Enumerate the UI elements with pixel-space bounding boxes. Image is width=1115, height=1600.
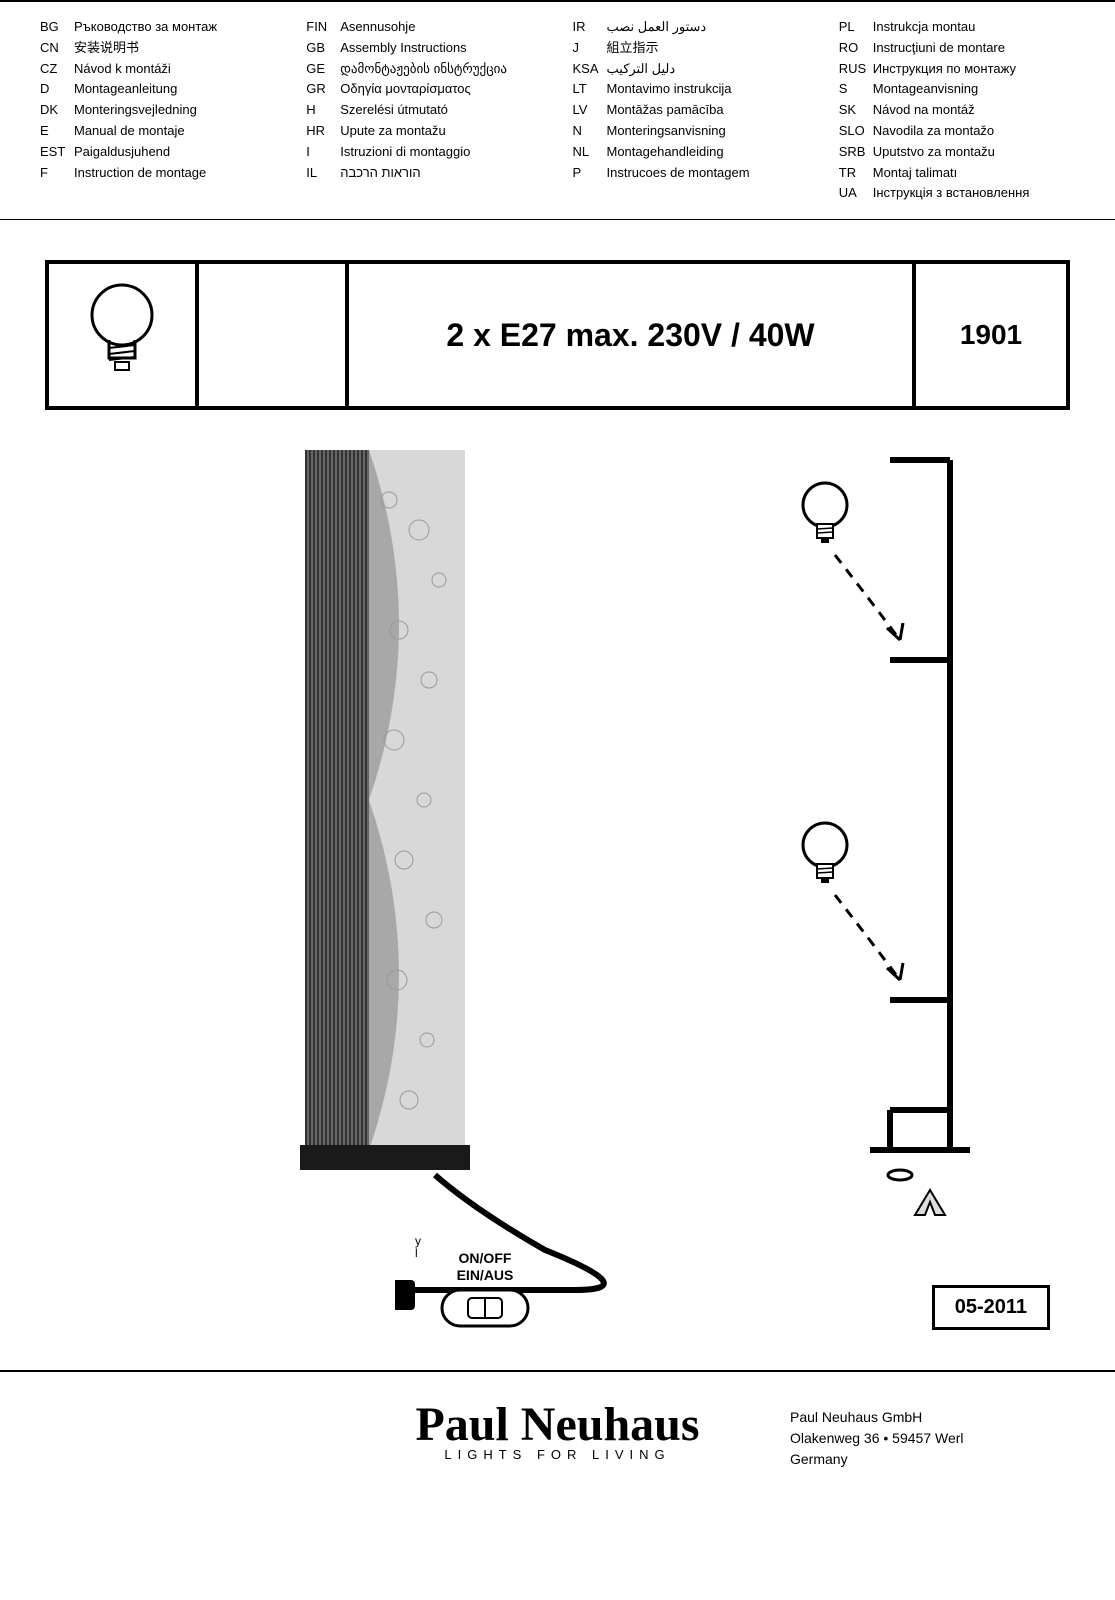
lang-entry: RUSИнструкция по монтажу xyxy=(839,59,1075,80)
lang-entry: BGРъководство за монтаж xyxy=(40,17,276,38)
lang-entry: CZNávod k montáži xyxy=(40,59,276,80)
date-box: 05-2011 xyxy=(932,1285,1050,1330)
lang-entry: IRدستور العمل نصب xyxy=(573,17,809,38)
lang-entry: GRΟδηγία μονταρίσματος xyxy=(306,79,542,100)
spec-empty-cell xyxy=(199,264,349,406)
lang-entry: NMonteringsanvisning xyxy=(573,121,809,142)
lang-entry: GEდამონტაჟების ინსტრუქცია xyxy=(306,59,542,80)
spec-box: 2 x E27 max. 230V / 40W 1901 xyxy=(45,260,1070,410)
lang-entry: KSAدليل التركيب xyxy=(573,59,809,80)
lang-entry: DMontageanleitung xyxy=(40,79,276,100)
lang-entry: PLInstrukcja montau xyxy=(839,17,1075,38)
lang-entry: DKMonteringsvejledning xyxy=(40,100,276,121)
brand-logo: Paul Neuhaus LIGHTS FOR LIVING xyxy=(385,1397,730,1462)
lang-entry: LVMontāžas pamācība xyxy=(573,100,809,121)
spec-main-text: 2 x E27 max. 230V / 40W xyxy=(349,264,916,406)
brand-name: Paul Neuhaus xyxy=(385,1397,730,1452)
lang-entry: NLMontagehandleiding xyxy=(573,142,809,163)
lang-entry: HSzerelési útmutató xyxy=(306,100,542,121)
switch-label-ein: EIN/AUS xyxy=(440,1267,530,1284)
language-header: BGРъководство за монтажCN安装说明书CZNávod k … xyxy=(0,2,1115,220)
lang-entry: LTMontavimo instrukcija xyxy=(573,79,809,100)
power-switch: ON/OFF EIN/AUS xyxy=(440,1250,530,1333)
switch-marks: y l xyxy=(415,1235,421,1259)
lang-entry: ESTPaigaldusjuhend xyxy=(40,142,276,163)
lang-entry: ROInstrucţiuni de montare xyxy=(839,38,1075,59)
lang-entry: CN安装说明书 xyxy=(40,38,276,59)
lang-entry: SRBUputstvo za montažu xyxy=(839,142,1075,163)
lamp-product-image xyxy=(305,450,465,1170)
switch-label-on: ON/OFF xyxy=(440,1250,530,1267)
lang-entry: FINAsennusohje xyxy=(306,17,542,38)
lang-entry: HRUpute za montažu xyxy=(306,121,542,142)
bulb-icon-cell xyxy=(49,264,199,406)
bulb-icon xyxy=(87,280,157,390)
lang-entry: EManual de montaje xyxy=(40,121,276,142)
company-address: Paul Neuhaus GmbH Olakenweg 36 • 59457 W… xyxy=(790,1397,1070,1470)
lang-entry: J組立指示 xyxy=(573,38,809,59)
lang-entry: FInstruction de montage xyxy=(40,163,276,184)
lang-entry: PInstrucoes de montagem xyxy=(573,163,809,184)
model-number: 1901 xyxy=(916,264,1066,406)
lang-entry: SMontageanvisning xyxy=(839,79,1075,100)
lang-entry: TRMontaj talimatı xyxy=(839,163,1075,184)
lang-entry: SLONavodila za montažo xyxy=(839,121,1075,142)
footer: Paul Neuhaus LIGHTS FOR LIVING Paul Neuh… xyxy=(0,1370,1115,1510)
diagram-area: y l ON/OFF EIN/AUS xyxy=(45,450,1070,1350)
lang-entry: UAІнструкція з встановлення xyxy=(839,183,1075,204)
lang-entry: GBAssembly Instructions xyxy=(306,38,542,59)
assembly-schematic xyxy=(690,450,1010,1220)
lang-entry: IIstruzioni di montaggio xyxy=(306,142,542,163)
lang-entry: ILהוראות הרכבה xyxy=(306,163,542,184)
lang-entry: SKNávod na montáž xyxy=(839,100,1075,121)
